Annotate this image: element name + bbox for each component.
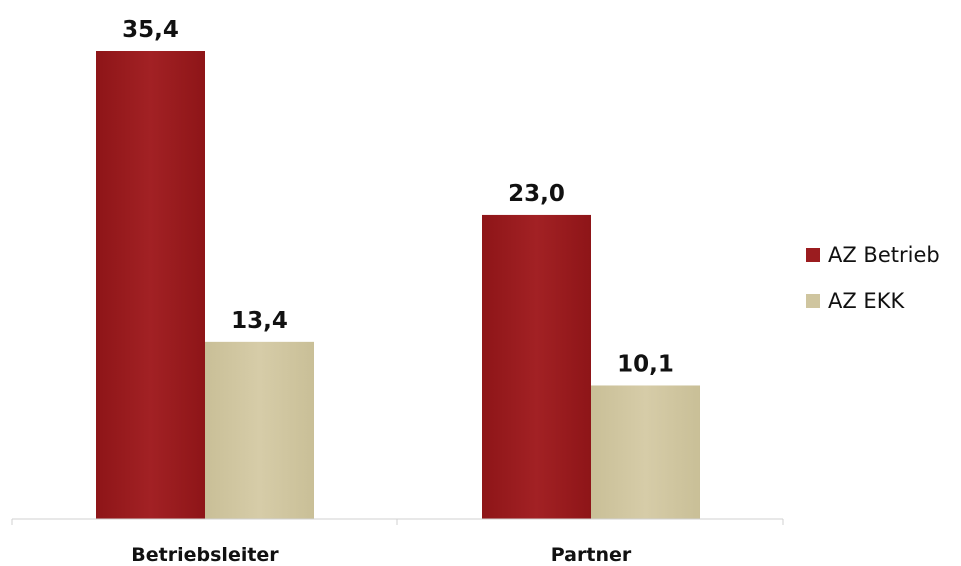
plot-area: 35,4 23,0 13,4 10,1 Betriebsleiter Partner (96, 17, 700, 566)
legend-swatch (806, 294, 820, 308)
x-axis-category-label: Betriebsleiter (131, 544, 279, 566)
data-label: 10,1 (617, 351, 674, 377)
legend-swatch (806, 248, 820, 262)
bar-az-betrieb-betriebsleiter (96, 51, 205, 519)
bar-az-betrieb-partner (482, 214, 591, 520)
bar-az-ekk-betriebsleiter (205, 341, 314, 519)
x-axis-category-label: Partner (551, 544, 632, 566)
bar-az-ekk-partner (591, 385, 700, 519)
data-label: 13,4 (231, 308, 288, 334)
legend: AZ Betrieb AZ EKK (806, 243, 940, 313)
data-label: 35,4 (122, 17, 179, 43)
legend-label: AZ EKK (828, 289, 905, 313)
legend-label: AZ Betrieb (828, 243, 940, 267)
data-label: 23,0 (508, 181, 565, 207)
